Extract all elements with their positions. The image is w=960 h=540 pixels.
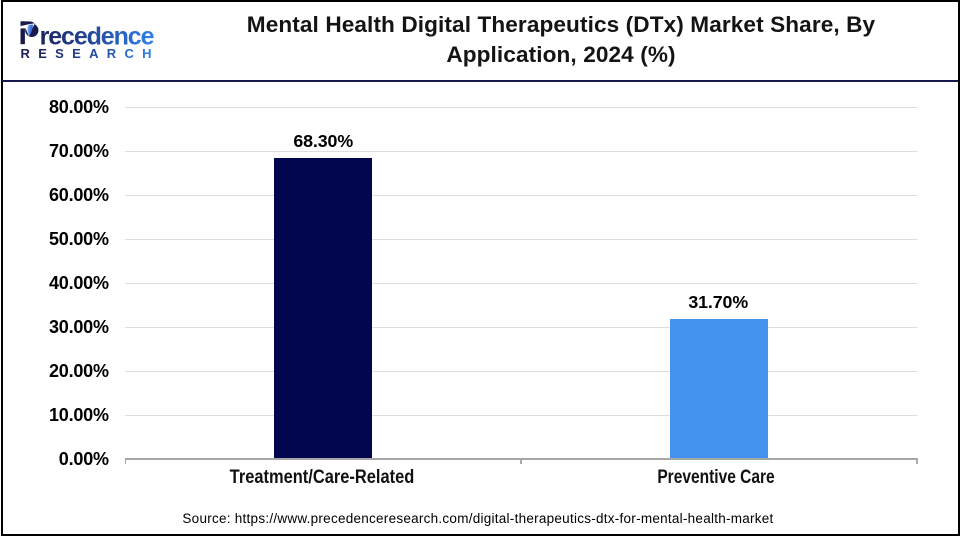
svg-text:recedence: recedence <box>40 22 155 50</box>
svg-text:RESEARCH: RESEARCH <box>21 46 160 61</box>
